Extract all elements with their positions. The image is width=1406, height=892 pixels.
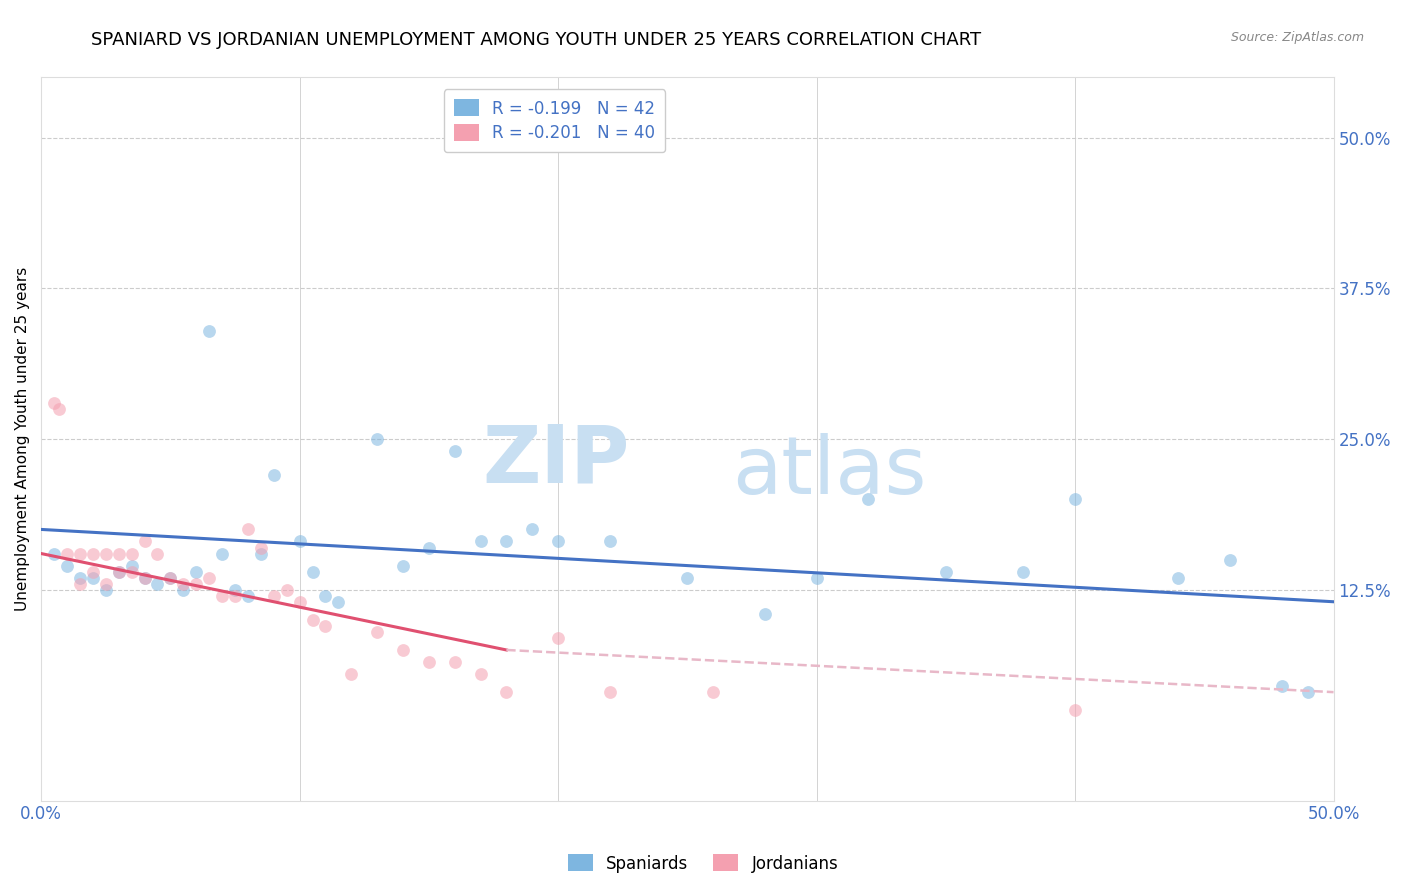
- Point: [94, 547, 117, 561]
- Point: [470, 667, 492, 681]
- Point: [250, 547, 273, 561]
- Point: [250, 541, 273, 555]
- Point: [224, 589, 246, 603]
- Point: [935, 565, 957, 579]
- Point: [198, 571, 221, 585]
- Point: [172, 576, 194, 591]
- Point: [121, 565, 143, 579]
- Point: [418, 655, 440, 669]
- Point: [702, 685, 724, 699]
- Point: [69, 571, 91, 585]
- Point: [443, 444, 465, 458]
- Point: [806, 571, 828, 585]
- Point: [134, 571, 156, 585]
- Point: [236, 589, 259, 603]
- Point: [392, 643, 415, 657]
- Point: [547, 631, 569, 645]
- Point: [1064, 703, 1087, 717]
- Point: [263, 589, 285, 603]
- Point: [121, 558, 143, 573]
- Point: [470, 534, 492, 549]
- Point: [198, 324, 221, 338]
- Point: [211, 547, 233, 561]
- Point: [495, 534, 517, 549]
- Point: [366, 624, 388, 639]
- Point: [1271, 679, 1294, 693]
- Point: [82, 547, 104, 561]
- Point: [42, 396, 65, 410]
- Point: [134, 571, 156, 585]
- Point: [224, 582, 246, 597]
- Point: [1012, 565, 1035, 579]
- Point: [107, 565, 129, 579]
- Point: [599, 685, 621, 699]
- Point: [134, 534, 156, 549]
- Point: [676, 571, 699, 585]
- Point: [56, 558, 79, 573]
- Point: [82, 571, 104, 585]
- Point: [48, 401, 70, 416]
- Point: [314, 589, 336, 603]
- Text: atlas: atlas: [733, 433, 927, 510]
- Point: [172, 582, 194, 597]
- Point: [42, 547, 65, 561]
- Point: [858, 492, 880, 507]
- Point: [56, 547, 79, 561]
- Point: [236, 523, 259, 537]
- Point: [186, 576, 208, 591]
- Point: [146, 547, 169, 561]
- Point: [418, 541, 440, 555]
- Legend: Spaniards, Jordanians: Spaniards, Jordanians: [561, 847, 845, 880]
- Point: [263, 468, 285, 483]
- Point: [159, 571, 181, 585]
- Point: [276, 582, 298, 597]
- Point: [211, 589, 233, 603]
- Point: [69, 547, 91, 561]
- Point: [288, 534, 311, 549]
- Point: [301, 613, 323, 627]
- Text: ZIP: ZIP: [482, 422, 628, 500]
- Point: [288, 595, 311, 609]
- Legend: R = -0.199   N = 42, R = -0.201   N = 40: R = -0.199 N = 42, R = -0.201 N = 40: [444, 89, 665, 153]
- Point: [314, 619, 336, 633]
- Text: SPANIARD VS JORDANIAN UNEMPLOYMENT AMONG YOUTH UNDER 25 YEARS CORRELATION CHART: SPANIARD VS JORDANIAN UNEMPLOYMENT AMONG…: [91, 31, 981, 49]
- Point: [121, 547, 143, 561]
- Point: [107, 565, 129, 579]
- Point: [754, 607, 776, 621]
- Point: [328, 595, 350, 609]
- Point: [94, 576, 117, 591]
- Point: [82, 565, 104, 579]
- Point: [107, 547, 129, 561]
- Point: [366, 432, 388, 446]
- Point: [599, 534, 621, 549]
- Point: [186, 565, 208, 579]
- Point: [522, 523, 544, 537]
- Point: [392, 558, 415, 573]
- Point: [301, 565, 323, 579]
- Point: [340, 667, 363, 681]
- Point: [1064, 492, 1087, 507]
- Point: [1296, 685, 1319, 699]
- Point: [159, 571, 181, 585]
- Point: [94, 582, 117, 597]
- Point: [495, 685, 517, 699]
- Y-axis label: Unemployment Among Youth under 25 years: Unemployment Among Youth under 25 years: [15, 267, 30, 611]
- Point: [146, 576, 169, 591]
- Point: [443, 655, 465, 669]
- Point: [547, 534, 569, 549]
- Point: [1219, 552, 1241, 566]
- Text: Source: ZipAtlas.com: Source: ZipAtlas.com: [1230, 31, 1364, 45]
- Point: [1167, 571, 1189, 585]
- Point: [69, 576, 91, 591]
